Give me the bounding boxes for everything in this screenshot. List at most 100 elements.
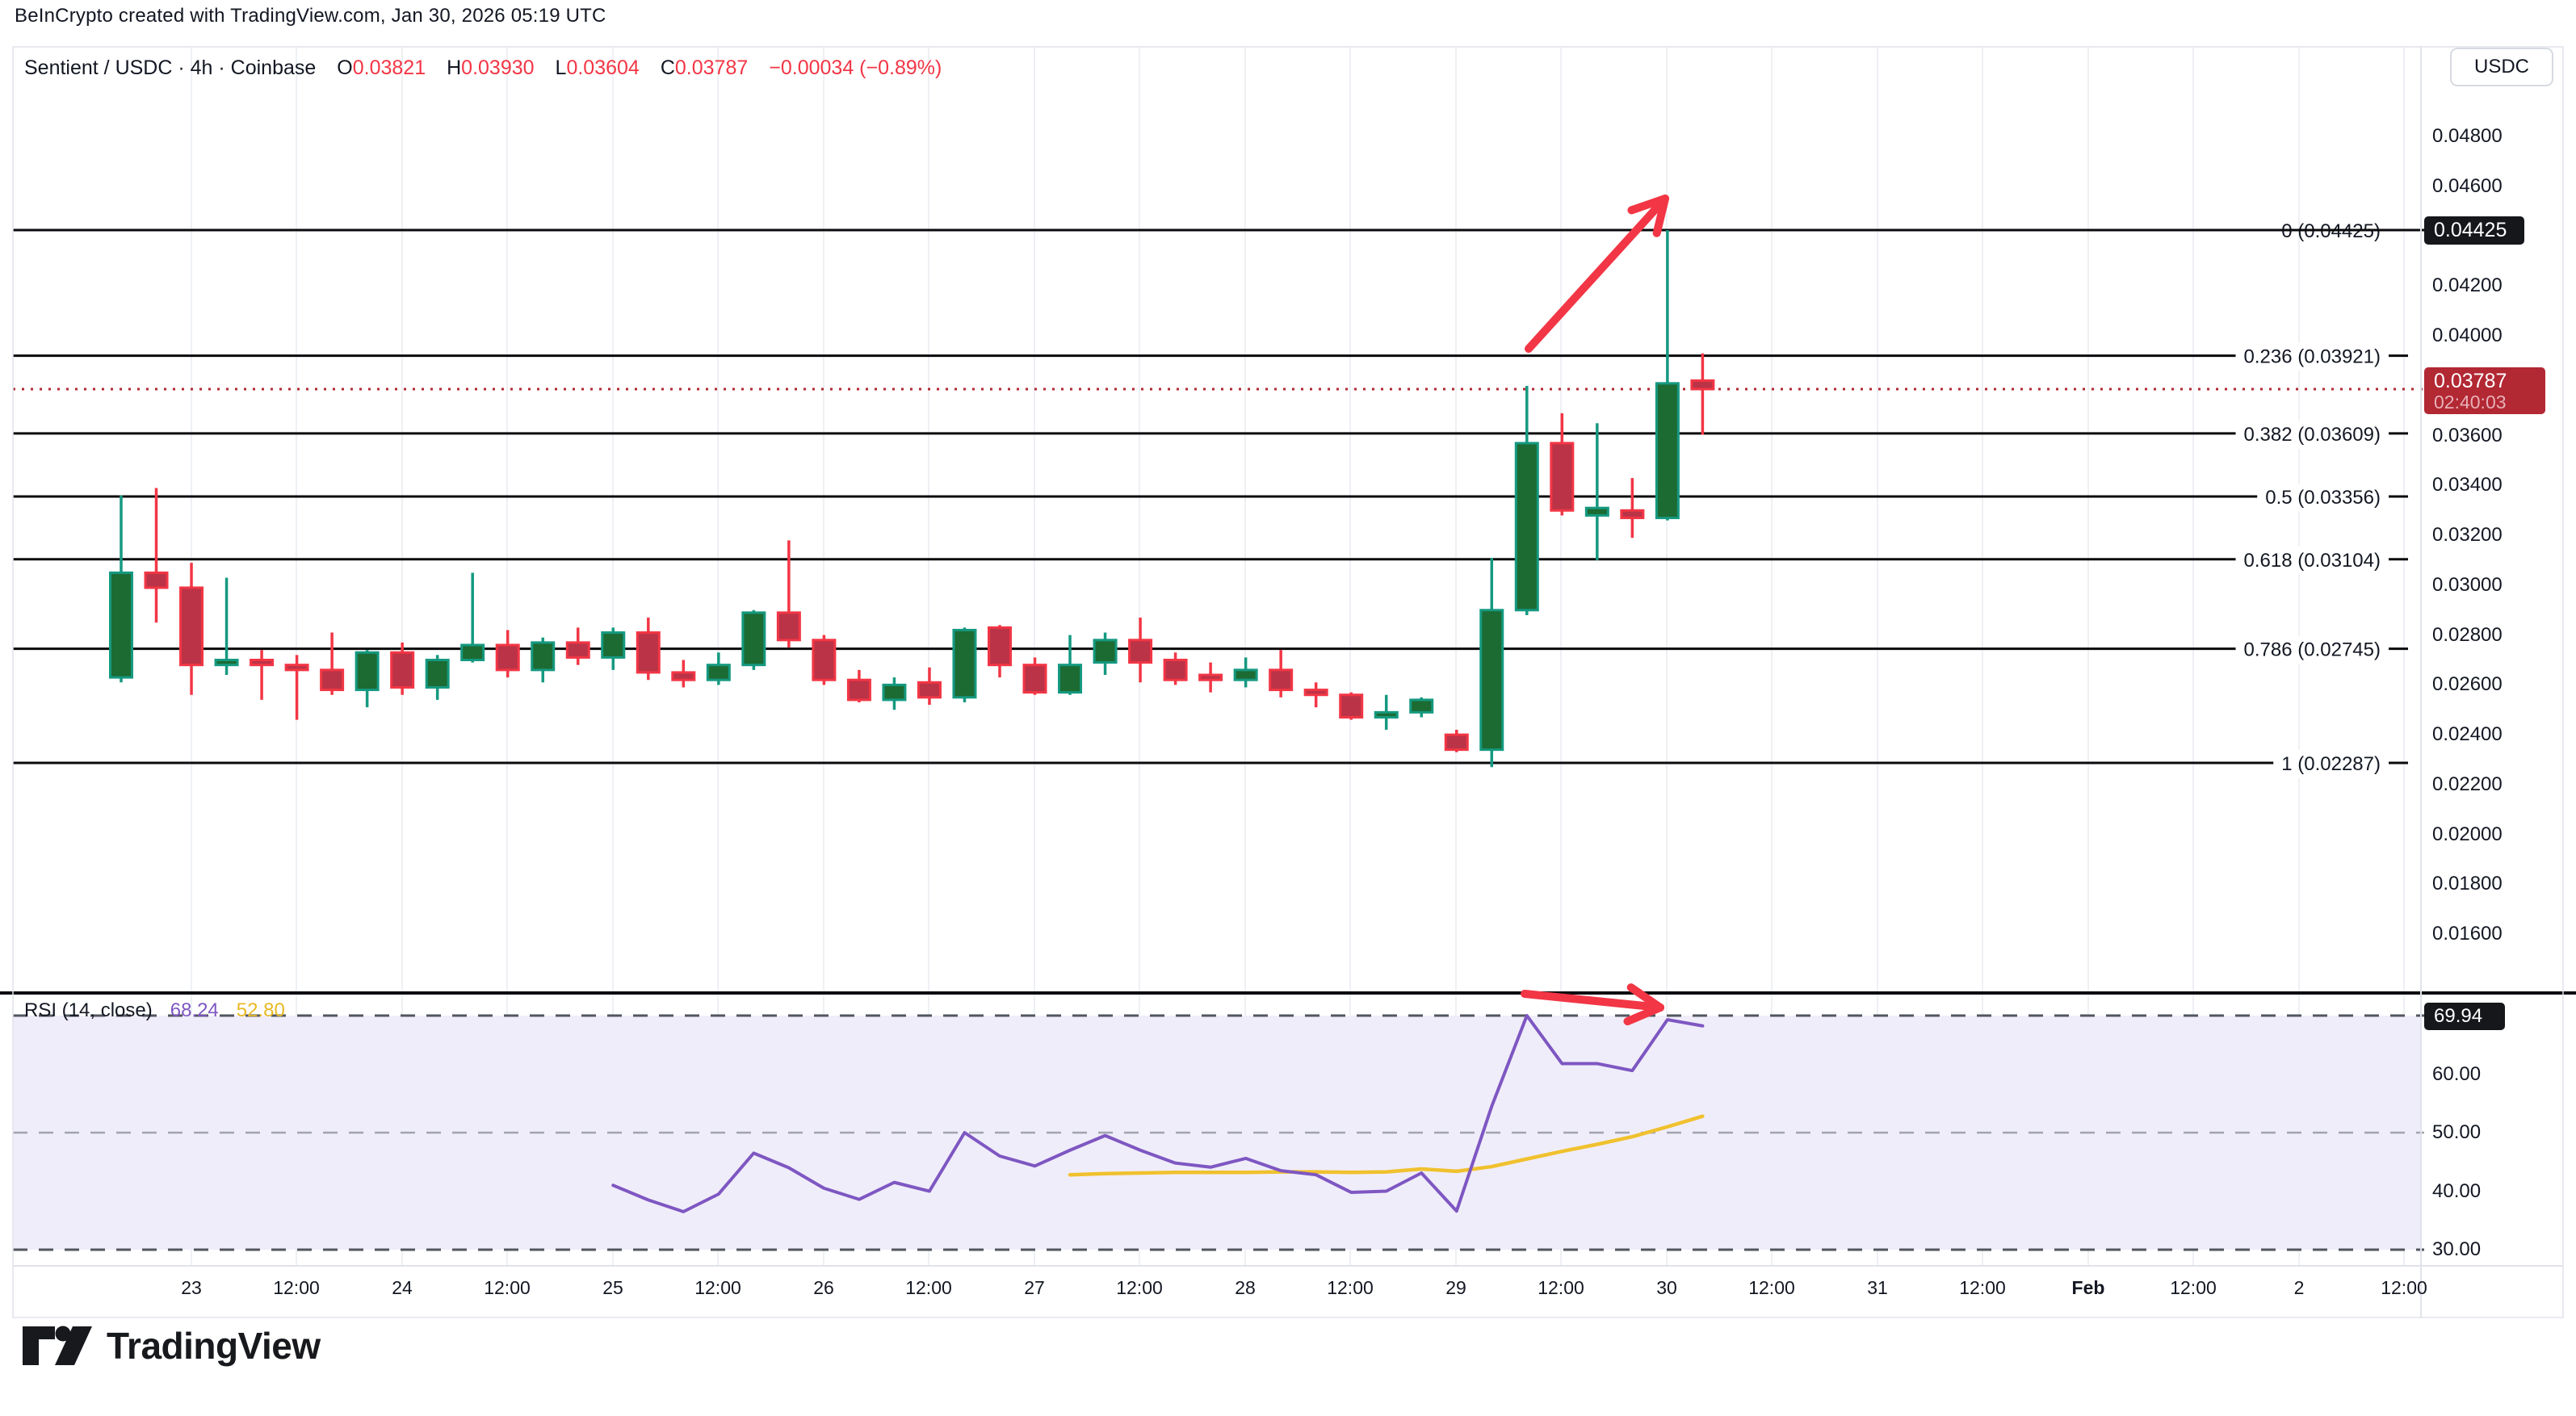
candle-44-up [1655,230,1680,521]
last-price-tag: 0.03787 02:40:03 [2424,367,2545,414]
candle-20-down [812,635,837,685]
candlestick-series[interactable] [109,230,1715,768]
candle-0-up [109,495,133,683]
candle-4-down [250,650,275,700]
chart-widget-border [12,46,2564,1318]
rsi-line [611,1014,1705,1213]
time-axis-label-12:00: 12:00 [694,1277,741,1298]
ohlc-l: L0.03604 [555,57,640,79]
candle-3-up [214,577,239,676]
fib-label-1: 1 (0.02287) [2281,753,2381,775]
last-price-value: 0.03787 [2434,369,2507,392]
candle-12-up [531,637,556,683]
fib-zero-price-value: 0.04425 [2434,219,2507,241]
symbol-title[interactable]: Sentient / USDC · 4h · Coinbase [24,57,317,79]
candle-11-down [495,630,520,678]
time-axis-label-12:00: 12:00 [905,1277,952,1298]
candle-33-down [1269,650,1294,698]
candle-21-down [846,669,871,702]
rsi-ma-current-value: 52.80 [236,999,285,1021]
time-axis-label-24: 24 [392,1277,413,1298]
candle-6-down [320,632,345,695]
ohlc-c: C0.03787 [660,57,749,79]
candle-38-down [1444,729,1469,752]
rsi-current-value: 68.24 [170,999,219,1021]
candle-18-up [741,610,766,670]
rsi-legend: RSI (14, close) 68.24 52.80 [24,999,285,1022]
drawn-arrow-rsi[interactable] [1521,983,1664,1026]
price-axis-label-0.03000: 0.03000 [2432,573,2503,596]
fib-label-0.382: 0.382 (0.03609) [2244,424,2381,446]
price-axis-label-0.02200: 0.02200 [2432,773,2503,795]
time-axis-label-28: 28 [1235,1277,1256,1298]
price-axis-label-0.04800: 0.04800 [2432,125,2503,148]
price-axis-label-0.01600: 0.01600 [2432,923,2503,945]
time-axis-label-12:00: 12:00 [484,1277,531,1298]
candle-14-up [601,627,626,670]
rsi-axis-label-60.00: 60.00 [2432,1062,2482,1085]
candle-40-up [1514,385,1539,615]
fib-label-0.618: 0.618 (0.03104) [2244,550,2381,572]
candle-45-down [1690,353,1715,435]
candle-25-down [988,625,1012,678]
time-axis-label-Feb: Feb [2071,1277,2105,1298]
time-axis-label-12:00: 12:00 [273,1277,320,1298]
fib-label-0.5: 0.5 (0.03356) [2265,487,2381,509]
price-axis-label-0.04200: 0.04200 [2432,274,2503,297]
time-axis-label-12:00: 12:00 [2170,1277,2217,1298]
candle-30-down [1163,652,1188,685]
candle-36-up [1374,694,1399,730]
candle-27-up [1058,635,1083,695]
time-axis-label-26: 26 [813,1277,834,1298]
currency-toggle-button[interactable]: USDC [2450,48,2553,86]
time-axis-label-23: 23 [181,1277,202,1298]
candle-1-down [144,488,169,623]
tradingview-wordmark: TradingView [107,1325,321,1367]
time-axis-label-29: 29 [1445,1277,1466,1298]
candle-29-down [1128,618,1153,683]
price-axis-label-0.03600: 0.03600 [2432,424,2503,446]
fib-label-0.236: 0.236 (0.03921) [2244,346,2381,368]
candle-22-up [882,677,907,710]
fib-retracement-lines[interactable] [13,228,2424,765]
rsi-axis-label-30.00: 30.00 [2432,1238,2482,1260]
time-axis-label-25: 25 [602,1277,623,1298]
time-axis-label-12:00: 12:00 [1327,1277,1374,1298]
candle-28-up [1093,632,1118,676]
candle-9-up [425,655,450,700]
tradingview-watermark[interactable]: TradingView [23,1324,321,1368]
rsi-value-tag: 69.94 [2424,1003,2505,1030]
time-axis-label-12:00: 12:00 [1538,1277,1584,1298]
rsi-axis-label-40.00: 40.00 [2432,1179,2482,1202]
candle-31-down [1198,662,1223,693]
price-axis-label-0.03200: 0.03200 [2432,524,2503,547]
candle-23-down [917,667,942,706]
fib-label-0.786: 0.786 (0.02745) [2244,639,2381,661]
candle-41-down [1550,413,1575,516]
time-axis-label-12:00: 12:00 [1748,1277,1795,1298]
page-title: BeInCrypto created with TradingView.com,… [15,5,606,27]
drawn-arrow-main[interactable] [1525,195,1669,353]
time-axis-label-27: 27 [1024,1277,1045,1298]
candle-10-up [460,572,485,663]
rsi-axis-label-50.00: 50.00 [2432,1121,2482,1143]
rsi-legend-title[interactable]: RSI (14, close) [24,999,153,1021]
candle-5-down [284,655,309,720]
bar-countdown: 02:40:03 [2434,391,2507,413]
candle-43-down [1620,478,1645,538]
price-axis-label-0.02000: 0.02000 [2432,823,2503,845]
fib-zero-price-tag: 0.04425 [2424,216,2524,245]
price-axis-label-0.03400: 0.03400 [2432,474,2503,496]
price-axis-label-0.04600: 0.04600 [2432,174,2503,197]
symbol-legend: Sentient / USDC · 4h · Coinbase O0.03821… [24,57,942,80]
candle-35-down [1339,692,1364,720]
candle-24-up [952,627,977,702]
rsi-ma-line [1068,1114,1705,1177]
time-axis-label-12:00: 12:00 [1959,1277,2006,1298]
candle-17-up [706,652,731,685]
candle-32-up [1233,657,1258,688]
candle-42-up [1584,423,1609,561]
price-axis-label-0.01800: 0.01800 [2432,873,2503,895]
